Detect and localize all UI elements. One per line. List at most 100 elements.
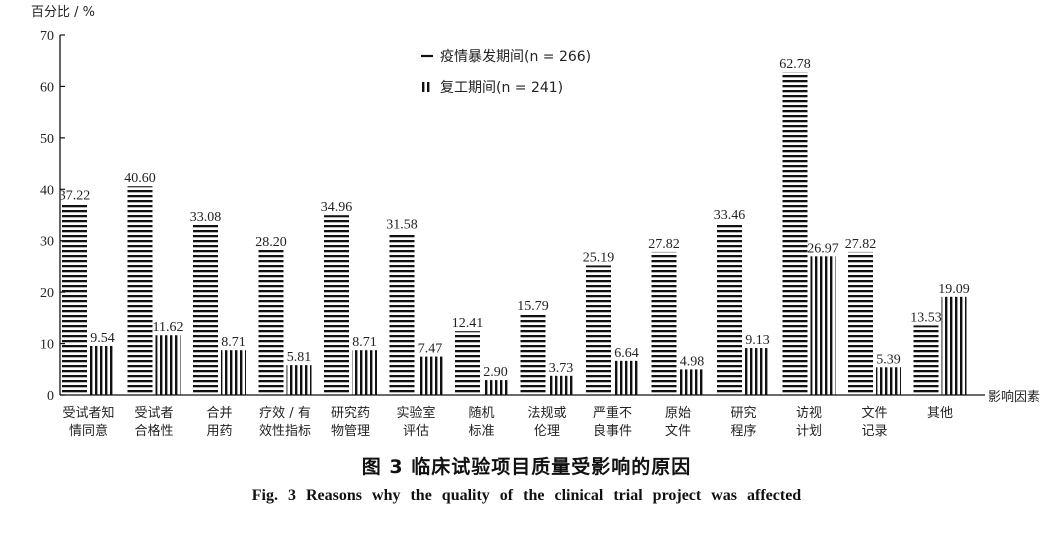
data-label-outbreak-period: 12.41 bbox=[452, 316, 484, 331]
bar-outbreak-period bbox=[62, 203, 87, 395]
figure-caption-english: Fig. 3 Reasons why the quality of the cl… bbox=[251, 487, 802, 504]
data-label-outbreak-period: 15.79 bbox=[517, 299, 549, 314]
data-label-resumption-period: 5.39 bbox=[876, 352, 901, 367]
x-category-label: 效性指标 bbox=[259, 424, 311, 439]
data-label-outbreak-period: 31.58 bbox=[386, 218, 418, 233]
bar-outbreak-period bbox=[127, 186, 153, 395]
data-label-resumption-period: 2.90 bbox=[483, 365, 508, 380]
data-label-outbreak-period: 27.82 bbox=[648, 237, 680, 252]
bar-resumption-period bbox=[286, 365, 312, 395]
x-axis-title: 影响因素 bbox=[988, 389, 1040, 405]
data-label-outbreak-period: 28.20 bbox=[255, 235, 287, 250]
bar-resumption-period bbox=[417, 356, 443, 395]
x-category-label: 记录 bbox=[861, 424, 887, 439]
y-tick-label: 20 bbox=[40, 286, 54, 301]
x-category-label: 情同意 bbox=[69, 423, 108, 439]
y-tick-label: 40 bbox=[40, 183, 54, 198]
x-category-label: 访视 bbox=[796, 406, 822, 421]
y-tick-label: 70 bbox=[40, 29, 54, 44]
y-tick-label: 0 bbox=[47, 389, 54, 404]
x-category-label: 疗效 / 有 bbox=[259, 406, 311, 421]
x-category-label: 文件 bbox=[665, 424, 691, 439]
data-label-resumption-period: 26.97 bbox=[807, 241, 839, 256]
bar-resumption-period bbox=[876, 367, 901, 395]
x-category-label: 原始 bbox=[665, 406, 691, 421]
bar-resumption-period bbox=[352, 350, 377, 395]
x-category-label: 良事件 bbox=[593, 423, 632, 439]
x-category-label: 随机 bbox=[468, 406, 494, 421]
x-category-label: 合格性 bbox=[134, 423, 173, 439]
bar-outbreak-period bbox=[258, 249, 284, 395]
x-category-label: 物管理 bbox=[331, 424, 370, 439]
data-label-resumption-period: 4.98 bbox=[680, 354, 705, 369]
data-label-resumption-period: 8.71 bbox=[221, 335, 246, 350]
data-label-resumption-period: 8.71 bbox=[352, 335, 377, 350]
data-label-resumption-period: 19.09 bbox=[938, 282, 970, 297]
legend-label-resumption-period: 复工期间(n = 241) bbox=[440, 79, 563, 96]
bar-outbreak-period bbox=[782, 72, 808, 395]
x-category-label: 其他 bbox=[927, 406, 953, 421]
data-label-resumption-period: 6.64 bbox=[614, 346, 639, 361]
data-label-outbreak-period: 33.08 bbox=[190, 210, 222, 225]
x-category-label: 受试者 bbox=[134, 406, 173, 421]
bar-resumption-period bbox=[221, 350, 246, 395]
y-tick-label: 50 bbox=[40, 132, 54, 147]
data-label-resumption-period: 11.62 bbox=[153, 320, 184, 335]
x-category-label: 伦理 bbox=[534, 424, 560, 439]
legend-label-outbreak-period: 疫情暴发期间(n = 266) bbox=[440, 49, 591, 65]
x-category-label: 研究药 bbox=[331, 406, 370, 421]
legend-swatch-resumption-period bbox=[422, 82, 425, 92]
bar-outbreak-period bbox=[848, 251, 873, 395]
bar-resumption-period bbox=[745, 348, 770, 395]
bar-resumption-period bbox=[810, 256, 836, 395]
bar-resumption-period bbox=[548, 375, 574, 395]
bar-resumption-period bbox=[941, 296, 967, 395]
figure-caption-chinese: 图 3 临床试验项目质量受影响的原因 bbox=[361, 456, 692, 478]
bar-outbreak-period bbox=[193, 224, 218, 395]
data-label-outbreak-period: 37.22 bbox=[59, 189, 91, 204]
data-label-resumption-period: 7.47 bbox=[418, 342, 443, 357]
x-category-label: 用药 bbox=[206, 424, 232, 439]
bar-outbreak-period bbox=[520, 313, 546, 395]
bar-outbreak-period bbox=[586, 265, 611, 395]
data-label-resumption-period: 3.73 bbox=[549, 361, 574, 376]
data-label-outbreak-period: 13.53 bbox=[910, 310, 942, 325]
x-category-label: 受试者知 bbox=[62, 405, 114, 421]
data-label-resumption-period: 9.54 bbox=[90, 331, 115, 346]
x-category-label: 法规或 bbox=[527, 406, 566, 421]
bar-resumption-period bbox=[90, 345, 115, 395]
data-label-outbreak-period: 33.46 bbox=[714, 208, 746, 223]
x-category-label: 计划 bbox=[796, 424, 822, 439]
bar-outbreak-period bbox=[455, 331, 480, 395]
data-label-resumption-period: 9.13 bbox=[745, 333, 770, 348]
bar-outbreak-period bbox=[913, 325, 939, 395]
y-tick-label: 30 bbox=[40, 235, 54, 250]
x-category-label: 研究 bbox=[730, 406, 756, 421]
data-label-outbreak-period: 27.82 bbox=[845, 237, 877, 252]
x-category-label: 文件 bbox=[861, 406, 887, 421]
x-category-label: 合并 bbox=[206, 406, 232, 421]
bar-outbreak-period bbox=[324, 215, 349, 395]
x-category-label: 标准 bbox=[468, 424, 494, 439]
y-tick-label: 10 bbox=[40, 338, 54, 353]
y-axis-title: 百分比 / % bbox=[31, 5, 95, 20]
data-label-outbreak-period: 34.96 bbox=[321, 200, 353, 215]
legend-swatch-resumption-period bbox=[427, 82, 430, 92]
data-label-outbreak-period: 40.60 bbox=[124, 171, 156, 186]
y-tick-label: 60 bbox=[40, 80, 54, 95]
bar-resumption-period bbox=[614, 360, 639, 395]
bar-resumption-period bbox=[155, 335, 181, 395]
bar-resumption-period bbox=[483, 380, 508, 395]
x-category-label: 实验室 bbox=[396, 405, 435, 421]
data-label-outbreak-period: 25.19 bbox=[583, 250, 615, 265]
x-category-label: 评估 bbox=[403, 424, 429, 439]
x-category-label: 程序 bbox=[730, 424, 756, 439]
bar-outbreak-period bbox=[717, 222, 742, 395]
bar-resumption-period bbox=[679, 369, 705, 395]
x-category-label: 严重不 bbox=[593, 405, 632, 421]
data-label-outbreak-period: 62.78 bbox=[779, 57, 811, 72]
data-label-resumption-period: 5.81 bbox=[287, 350, 312, 365]
bar-outbreak-period bbox=[651, 251, 677, 395]
bar-outbreak-period bbox=[389, 232, 415, 395]
